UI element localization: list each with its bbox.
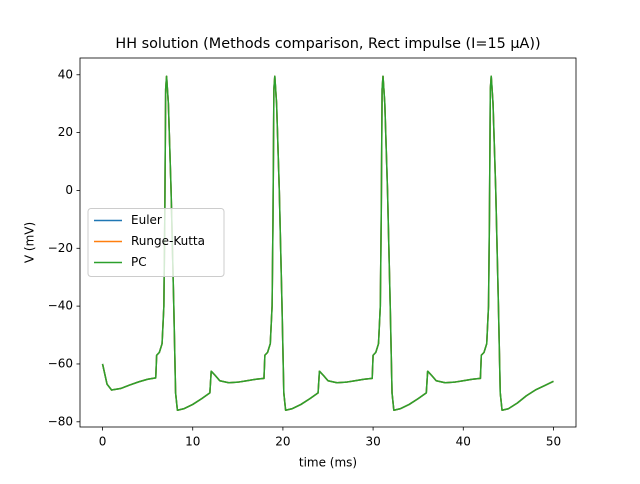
- y-tick-label: 0: [65, 183, 73, 197]
- x-tick-label: 0: [99, 435, 107, 449]
- legend-label: PC: [131, 255, 147, 269]
- x-tick-label: 10: [185, 435, 200, 449]
- plot-frame: [79, 57, 577, 428]
- x-tick-label: 40: [456, 435, 471, 449]
- legend-label: Runge-Kutta: [131, 234, 205, 248]
- legend: Euler Runge-Kutta PC: [87, 208, 225, 277]
- y-tick-label: 40: [58, 67, 73, 81]
- legend-box: [87, 208, 225, 277]
- y-tick-label: −40: [48, 299, 73, 313]
- y-tick-label: −80: [48, 414, 73, 428]
- x-tick-label: 50: [546, 435, 561, 449]
- x-tick-label: 20: [275, 435, 290, 449]
- x-tick-label: 30: [365, 435, 380, 449]
- y-tick-label: −60: [48, 356, 73, 370]
- legend-label: Euler: [131, 213, 162, 227]
- y-tick-label: −20: [48, 241, 73, 255]
- x-axis-label: time (ms): [299, 456, 357, 470]
- y-tick-label: 20: [58, 125, 73, 139]
- chart-title: HH solution (Methods comparison, Rect im…: [115, 36, 540, 52]
- y-axis-label: V (mV): [23, 222, 37, 263]
